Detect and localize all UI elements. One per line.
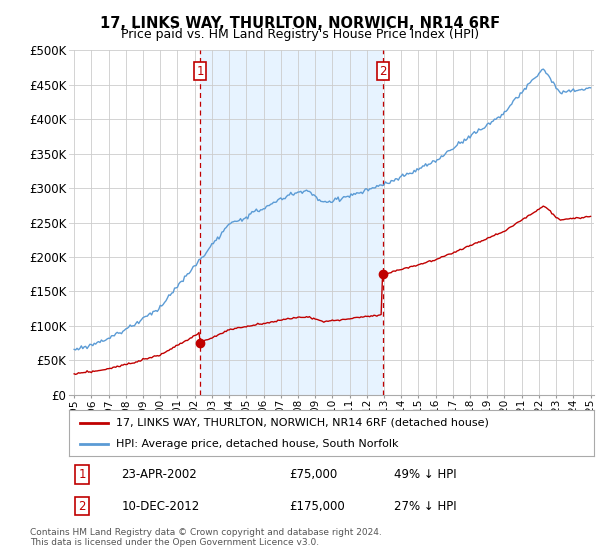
- Text: 10-DEC-2012: 10-DEC-2012: [121, 500, 200, 512]
- Text: 17, LINKS WAY, THURLTON, NORWICH, NR14 6RF (detached house): 17, LINKS WAY, THURLTON, NORWICH, NR14 6…: [116, 418, 489, 428]
- Text: HPI: Average price, detached house, South Norfolk: HPI: Average price, detached house, Sout…: [116, 439, 399, 449]
- Text: 49% ↓ HPI: 49% ↓ HPI: [395, 468, 457, 481]
- Text: 1: 1: [79, 468, 86, 481]
- Bar: [200, 50, 383, 395]
- Text: 27% ↓ HPI: 27% ↓ HPI: [395, 500, 457, 512]
- Text: 2: 2: [79, 500, 86, 512]
- Text: 23-APR-2002: 23-APR-2002: [121, 468, 197, 481]
- Text: Contains HM Land Registry data © Crown copyright and database right 2024.
This d: Contains HM Land Registry data © Crown c…: [30, 528, 382, 547]
- Text: £175,000: £175,000: [290, 500, 345, 512]
- Text: 1: 1: [196, 64, 204, 78]
- Text: 2: 2: [379, 64, 387, 78]
- Text: 17, LINKS WAY, THURLTON, NORWICH, NR14 6RF: 17, LINKS WAY, THURLTON, NORWICH, NR14 6…: [100, 16, 500, 31]
- Text: £75,000: £75,000: [290, 468, 338, 481]
- Text: Price paid vs. HM Land Registry's House Price Index (HPI): Price paid vs. HM Land Registry's House …: [121, 28, 479, 41]
